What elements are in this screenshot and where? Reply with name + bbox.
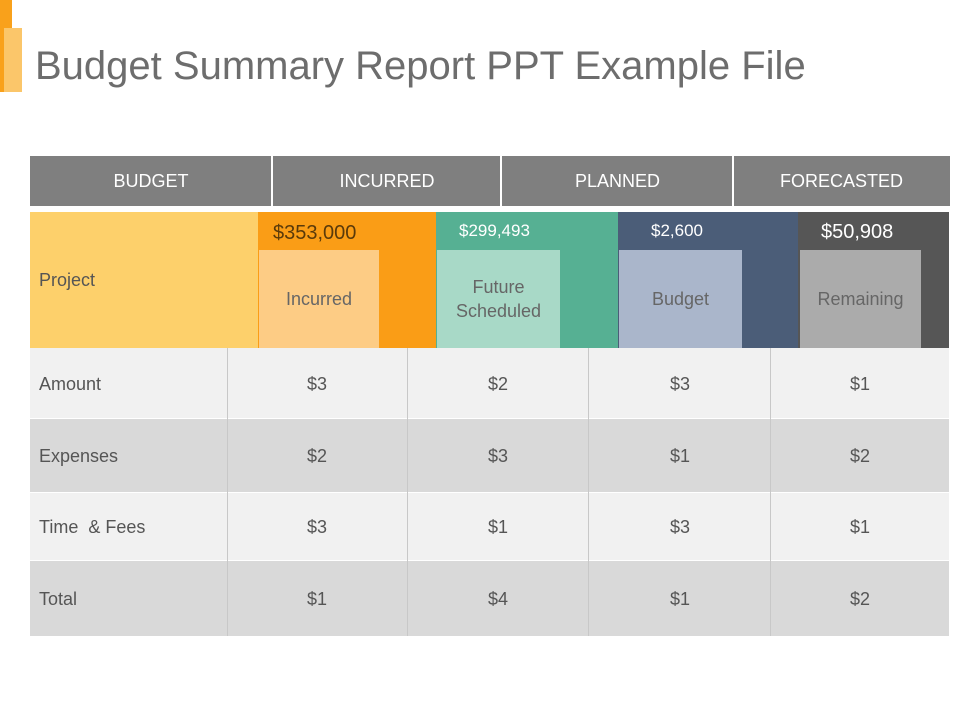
row-label-expenses: Expenses	[39, 446, 119, 466]
budget-label-cell: Budget	[619, 250, 742, 348]
project-cell	[30, 212, 258, 348]
cell-value: $4	[487, 589, 509, 609]
header-divider	[732, 156, 734, 206]
table-header	[30, 156, 950, 206]
cell-value: $1	[849, 374, 871, 394]
row-label-total: Total	[39, 589, 78, 609]
cell-value: $3	[669, 517, 691, 537]
project-label: Project	[39, 270, 96, 290]
header-incurred: INCURRED	[339, 171, 435, 191]
header-budget: BUDGET	[113, 171, 189, 191]
cell-value: $3	[669, 374, 691, 394]
column-divider	[407, 348, 408, 636]
column-divider	[588, 348, 589, 636]
column-divider	[227, 348, 228, 636]
column-divider	[770, 348, 771, 636]
table-row	[30, 348, 949, 419]
cell-value: $3	[306, 517, 328, 537]
table-row	[30, 561, 949, 637]
remaining-amount: $50,908	[821, 221, 894, 243]
remaining-label: Remaining	[817, 289, 904, 309]
cell-value: $2	[849, 446, 871, 466]
incurred-amount: $353,000	[273, 222, 357, 244]
remaining-label-cell: Remaining	[800, 250, 921, 348]
header-divider	[271, 156, 273, 206]
cell-value: $1	[306, 589, 328, 609]
planned-label-cell: Future Scheduled	[437, 250, 560, 348]
cell-value: $1	[487, 517, 509, 537]
header-divider	[500, 156, 502, 206]
cell-value: $1	[849, 517, 871, 537]
table-row	[30, 419, 949, 493]
cell-value: $2	[487, 374, 509, 394]
cell-value: $2	[849, 589, 871, 609]
cell-value: $2	[306, 446, 328, 466]
budget-label: Budget	[651, 289, 710, 309]
row-label-amount: Amount	[39, 374, 102, 394]
incurred-label: Incurred	[285, 289, 353, 309]
page-title: Budget Summary Report PPT Example File	[35, 44, 806, 88]
header-forecasted: FORECASTED	[779, 171, 903, 191]
table-row	[30, 493, 949, 561]
incurred-label-cell: Incurred	[259, 250, 379, 348]
cell-value: $3	[487, 446, 509, 466]
planned-amount: $299,493	[459, 221, 530, 240]
header-planned: PLANNED	[574, 171, 661, 191]
cell-value: $1	[669, 589, 691, 609]
row-label-time-fees: Time & Fees	[39, 517, 146, 537]
title-accent-bar-light	[4, 28, 22, 92]
cell-value: $3	[306, 374, 328, 394]
budget-amount: $2,600	[651, 221, 703, 240]
planned-label: Future Scheduled	[455, 277, 542, 321]
cell-value: $1	[669, 446, 691, 466]
